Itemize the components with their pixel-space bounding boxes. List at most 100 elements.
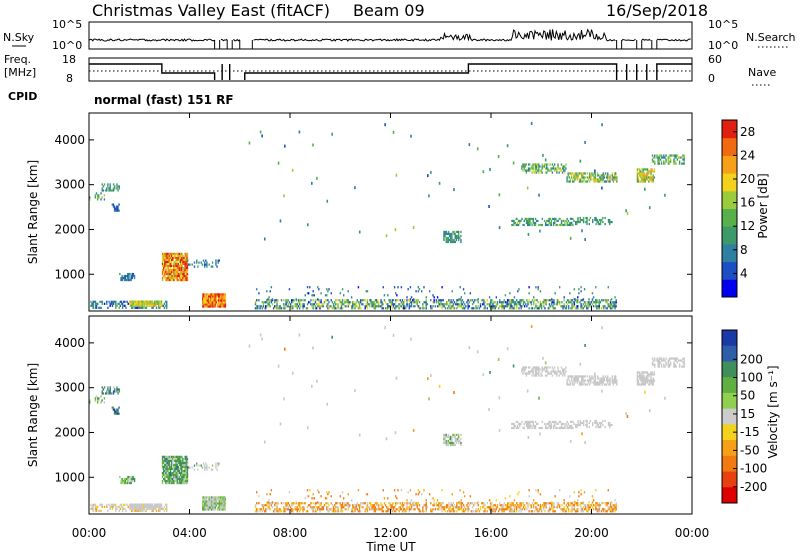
- power-cell: [319, 301, 321, 304]
- power-cell: [569, 223, 572, 227]
- power-cell: [135, 306, 137, 309]
- velocity-cell: [646, 375, 649, 378]
- velocity-cell: [173, 469, 175, 473]
- velocity-cell: [571, 508, 573, 511]
- power-cell: [163, 302, 166, 305]
- velocity-cell: [535, 506, 537, 509]
- power-cell: [137, 306, 140, 309]
- velocity-colorbar-segment: [722, 361, 737, 378]
- power-cell: [222, 303, 224, 306]
- velocity-cell: [184, 479, 186, 483]
- power-cell: [121, 276, 123, 280]
- power-cell: [117, 189, 119, 192]
- velocity-cell: [522, 366, 524, 369]
- power-cell: [503, 307, 505, 310]
- velocity-cell: [607, 421, 610, 425]
- power-cell: [166, 260, 168, 264]
- power-cell: [569, 301, 571, 304]
- velocity-cell: [537, 491, 539, 494]
- power-colorbar-tick-label: 28: [740, 125, 755, 139]
- velocity-cell: [378, 508, 380, 511]
- velocity-cell: [357, 510, 360, 513]
- velocity-cell: [328, 491, 330, 494]
- velocity-cell: [554, 424, 556, 428]
- velocity-cell: [598, 504, 600, 507]
- power-cell: [453, 238, 455, 242]
- velocity-cell: [506, 347, 509, 351]
- velocity-cell: [592, 504, 595, 507]
- velocity-cell: [151, 507, 154, 510]
- velocity-cell: [638, 375, 641, 378]
- power-cell: [223, 293, 225, 296]
- velocity-cell: [512, 364, 515, 368]
- velocity-cell: [178, 457, 181, 460]
- velocity-cell: [524, 372, 526, 375]
- velocity-cell: [167, 473, 169, 477]
- power-cell: [304, 299, 306, 302]
- velocity-cell: [432, 508, 434, 511]
- power-cell: [522, 303, 525, 306]
- power-cell: [154, 304, 156, 307]
- power-cell: [497, 154, 500, 158]
- power-cell: [121, 278, 123, 282]
- power-cell: [650, 170, 652, 173]
- power-cell: [255, 299, 258, 302]
- power-cell: [438, 181, 441, 185]
- power-cell: [556, 303, 559, 306]
- velocity-cell: [595, 504, 597, 507]
- power-cell: [652, 170, 654, 173]
- power-cell: [327, 299, 329, 302]
- velocity-cell: [280, 502, 283, 505]
- velocity-cell: [149, 505, 151, 508]
- power-cell: [435, 299, 438, 302]
- power-cell: [596, 218, 598, 222]
- velocity-cell: [432, 504, 434, 507]
- velocity-cell: [205, 506, 207, 509]
- power-cell: [317, 286, 319, 289]
- power-cell: [204, 303, 206, 306]
- velocity-cell: [502, 510, 504, 513]
- velocity-cell: [483, 502, 485, 505]
- power-cell: [484, 301, 486, 304]
- power-cell: [462, 307, 465, 310]
- power-colorbar-segment: [722, 261, 737, 280]
- power-cell: [592, 220, 594, 224]
- velocity-cell: [173, 473, 175, 477]
- power-cell: [532, 167, 534, 170]
- velocity-cell: [356, 508, 358, 511]
- velocity-cell: [534, 374, 537, 377]
- power-cell: [196, 261, 198, 264]
- power-cell: [125, 274, 128, 278]
- velocity-cell: [211, 500, 213, 503]
- power-cell: [123, 276, 126, 280]
- velocity-cell: [471, 506, 474, 509]
- power-cell: [614, 301, 616, 304]
- velocity-cell: [636, 377, 639, 380]
- power-cell: [167, 252, 169, 255]
- power-cell: [612, 307, 614, 310]
- power-cell: [186, 256, 189, 259]
- power-cell: [259, 130, 262, 134]
- power-cell: [140, 306, 142, 309]
- velocity-cell: [497, 510, 500, 513]
- velocity-cell: [94, 509, 97, 512]
- velocity-cell: [406, 502, 408, 505]
- power-cell: [164, 272, 166, 276]
- velocity-cell: [362, 506, 364, 509]
- power-cell: [549, 305, 552, 308]
- velocity-cell: [614, 381, 617, 384]
- velocity-cell: [559, 426, 562, 430]
- power-cell: [161, 268, 164, 272]
- velocity-cell: [103, 505, 106, 508]
- power-cell: [658, 158, 660, 161]
- power-cell: [489, 303, 492, 306]
- power-cell: [184, 264, 186, 268]
- velocity-cell: [520, 510, 522, 513]
- power-cell: [536, 305, 538, 308]
- velocity-cell: [123, 507, 125, 510]
- velocity-cell: [339, 495, 342, 498]
- velocity-cell: [204, 508, 206, 511]
- power-cell: [547, 223, 549, 227]
- power-cell: [561, 171, 564, 174]
- velocity-cell: [161, 459, 164, 462]
